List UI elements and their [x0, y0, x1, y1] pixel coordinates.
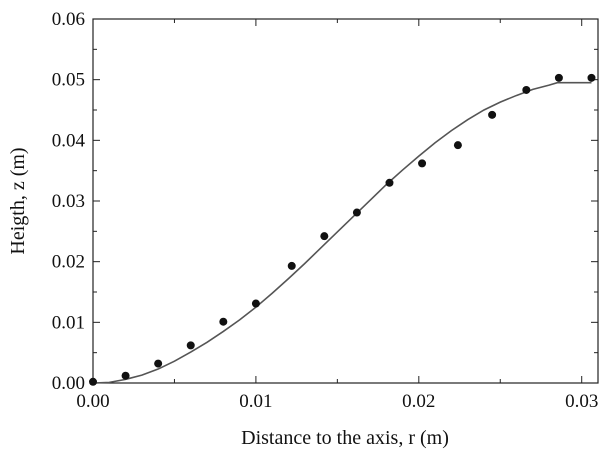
- scatter-point: [385, 178, 394, 187]
- scatter-point: [554, 73, 563, 82]
- x-tick-label: 0.00: [76, 391, 109, 412]
- scatter-point: [154, 359, 163, 368]
- ticks: [92, 18, 598, 384]
- plot-frame: [92, 18, 599, 384]
- x-axis-title: Distance to the axis, r (m): [241, 427, 449, 449]
- y-tick-label: 0.05: [52, 70, 85, 91]
- scatter-point: [287, 261, 296, 270]
- scatter-point: [219, 317, 228, 326]
- y-tick-label: 0.04: [52, 130, 86, 151]
- scatter-point: [186, 341, 195, 350]
- series-line-fit-curve: [92, 81, 592, 384]
- scatter-point: [121, 371, 130, 380]
- y-tick-label: 0.06: [52, 9, 85, 30]
- scatter-point: [418, 159, 427, 168]
- x-tick-label: 0.02: [402, 391, 435, 412]
- x-tick-label: 0.01: [239, 391, 272, 412]
- scatter-point: [488, 110, 497, 119]
- scatter-point: [453, 141, 462, 150]
- y-tick-label: 0.02: [52, 252, 85, 273]
- y-tick-label: 0.03: [52, 191, 85, 212]
- scatter-point: [352, 208, 361, 217]
- scatter-point: [320, 232, 329, 241]
- scatter-point: [587, 73, 596, 82]
- scatter-points: [89, 73, 596, 386]
- y-tick-label: 0.01: [52, 312, 85, 333]
- scatter-point: [522, 85, 531, 94]
- scatter-point: [251, 299, 260, 308]
- scatter-point: [89, 377, 97, 386]
- y-axis-title: Heigth, z (m): [7, 147, 29, 254]
- y-tick-label: 0.00: [52, 373, 85, 394]
- tick-labels: 0.00 0.01 0.02 0.03 0.00 0.01 0.02 0.03 0.04 0.05…: [52, 9, 599, 412]
- x-tick-label: 0.03: [565, 391, 598, 412]
